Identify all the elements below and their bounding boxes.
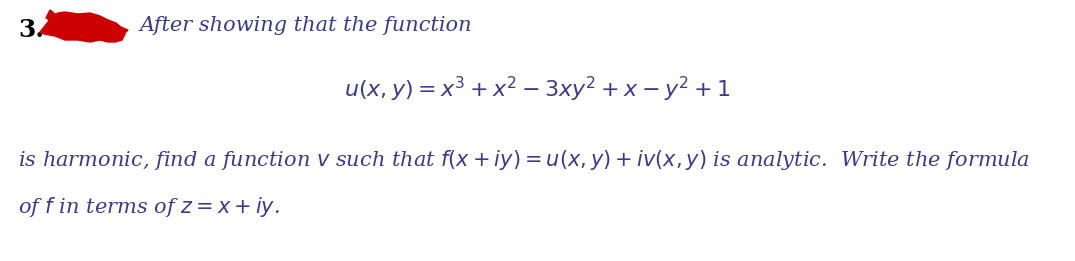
Text: After showing that the function: After showing that the function: [140, 16, 473, 35]
Text: of $f$ in terms of $z = x + iy$.: of $f$ in terms of $z = x + iy$.: [18, 195, 279, 219]
Polygon shape: [40, 12, 125, 42]
Polygon shape: [46, 10, 55, 20]
Text: $u(x, y) = x^3 + x^2 - 3xy^2 + x - y^2 + 1$: $u(x, y) = x^3 + x^2 - 3xy^2 + x - y^2 +…: [344, 75, 731, 104]
Text: 3.: 3.: [18, 18, 44, 42]
Text: is harmonic, find a function $v$ such that $f(x+iy) = u(x, y) +iv(x, y)$ is anal: is harmonic, find a function $v$ such th…: [18, 148, 1030, 172]
Polygon shape: [118, 26, 128, 36]
